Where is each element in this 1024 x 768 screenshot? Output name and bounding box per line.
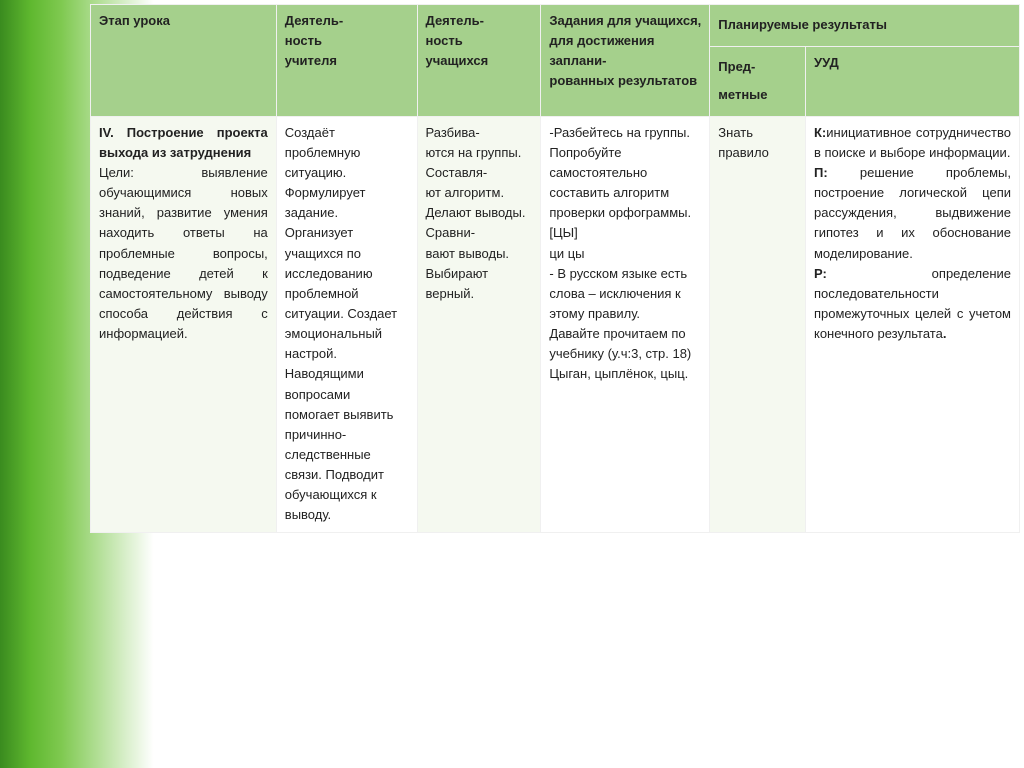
stage-body: Цели: выявление обучающимися новых знани… [99, 165, 268, 341]
stage-number: IV. [99, 125, 114, 140]
cell-teacher: Создаёт проблемную ситуацию. Формулирует… [276, 116, 417, 532]
uud-k-label: К: [814, 125, 826, 140]
cell-tasks: -Разбейтесь на группы. Попробуйте самост… [541, 116, 710, 532]
uud-end-dot: . [943, 326, 947, 341]
cell-uud: К:инициативное сотрудничество в поиске и… [805, 116, 1019, 532]
uud-p-text: решение проблемы, построение логической … [814, 165, 1011, 261]
stage-title: Построение проекта выхода из затруднения [99, 125, 268, 160]
cell-subject: Знать правило [710, 116, 806, 532]
th-stage: Этап урока [91, 5, 277, 117]
th-results: Планируемые результаты [710, 5, 1020, 47]
lesson-plan-table: Этап урока Деятель- ность учителя Деятел… [90, 4, 1020, 533]
uud-r-text: определение последовательности промежуто… [814, 266, 1011, 341]
th-teacher: Деятель- ность учителя [276, 5, 417, 117]
table-row: IV. Построение проекта выхода из затрудн… [91, 116, 1020, 532]
th-subject: Пред- метные [710, 46, 806, 116]
uud-k-text: инициативное сотрудничество в поиске и в… [814, 125, 1011, 160]
th-students: Деятель- ность учащихся [417, 5, 541, 117]
uud-p-label: П: [814, 165, 828, 180]
cell-stage: IV. Построение проекта выхода из затрудн… [91, 116, 277, 532]
cell-students: Разбива- ются на группы. Составля- ют ал… [417, 116, 541, 532]
lesson-plan-table-slide: Этап урока Деятель- ность учителя Деятел… [0, 0, 1024, 768]
uud-r-label: Р: [814, 266, 827, 281]
th-tasks: Задания для учащихся, для достижения зап… [541, 5, 710, 117]
th-uud: УУД [805, 46, 1019, 116]
